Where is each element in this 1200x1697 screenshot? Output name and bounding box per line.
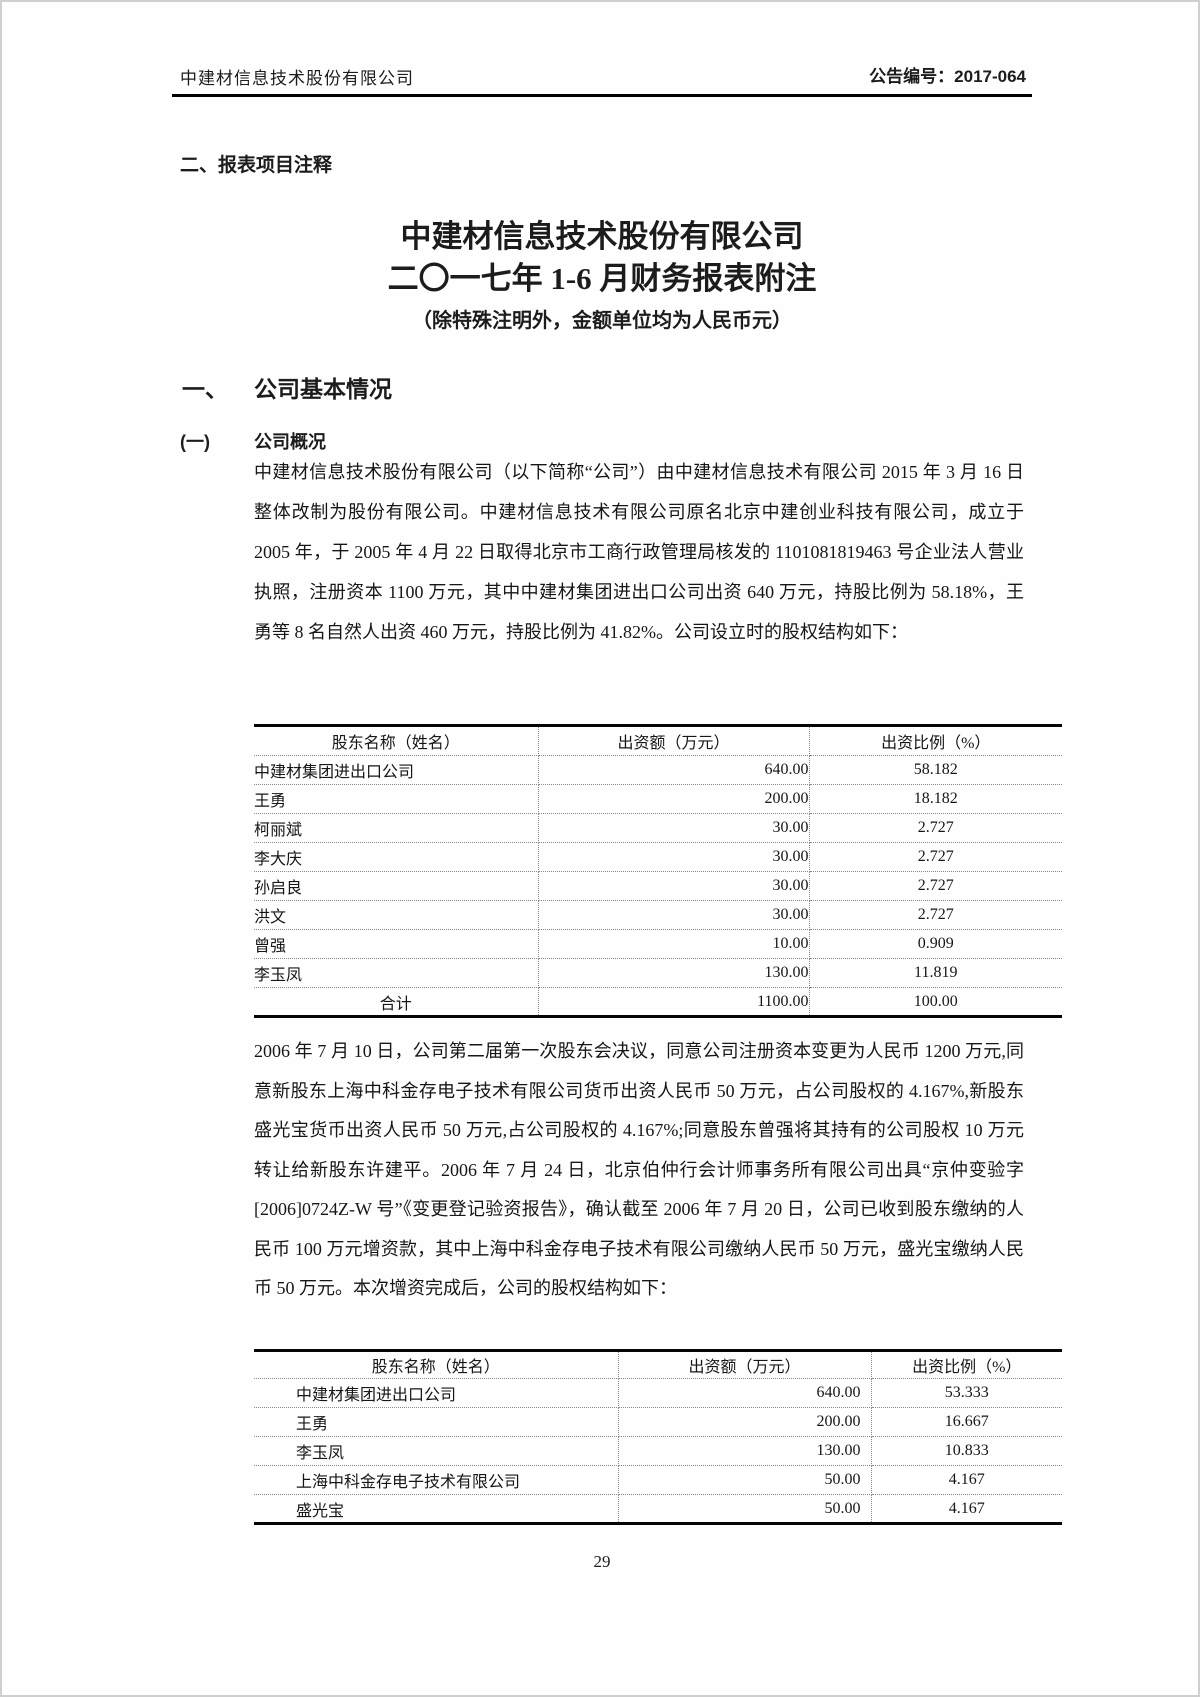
shareholder-name-cell: 孙启良 (254, 871, 539, 901)
shareholding-table-initial: 股东名称（姓名） 出资额（万元） 出资比例（%） 中建材集团进出口公司 640.… (254, 724, 1062, 1018)
section-heading-statement-notes: 二、报表项目注释 (180, 155, 333, 176)
amount-cell: 30.00 (538, 900, 810, 930)
table-row: 洪文 30.00 2.727 (254, 900, 1062, 930)
doc-title: 中建材信息技术股份有限公司 (400, 219, 804, 254)
shareholder-name-cell: 王勇 (254, 1407, 619, 1437)
shareholder-name-cell: 李玉凤 (254, 1436, 619, 1466)
ratio-cell: 4.167 (948, 1499, 985, 1517)
table-row: 李玉凤 130.00 10.833 (254, 1436, 1062, 1466)
shareholder-name-cell: 王勇 (254, 784, 539, 814)
column-header-amount: 出资额（万元） (618, 1350, 872, 1379)
amount-cell: 640.00 (538, 755, 810, 785)
subsection-heading-company-overview: 公司概况 (254, 432, 326, 452)
table-row: 王勇 200.00 16.667 (254, 1407, 1062, 1437)
ratio-cell: 16.667 (871, 1407, 1062, 1437)
column-header-amount: 出资额（万元） (538, 725, 810, 756)
amount-cell: 200.00 (618, 1407, 872, 1437)
ratio-cell: 11.819 (809, 958, 1062, 988)
ratio-cell: 18.182 (809, 784, 1062, 814)
shareholding-table-after-increase: 股东名称（姓名） 出资额（万元） 出资比例（%） 中建材集团进出口公司 640.… (254, 1349, 1062, 1525)
shareholder-name-cell: 李玉凤 (254, 958, 539, 988)
table-row: 中建材集团进出口公司 640.00 53.333 (254, 1378, 1062, 1408)
shareholder-name-cell: 中建材集团进出口公司 (254, 1378, 619, 1408)
ratio-cell: 2.727 (809, 871, 1062, 901)
ratio-cell: 0.909 (809, 929, 1062, 959)
shareholder-name-cell: 李大庆 (254, 842, 539, 872)
table-row: 孙启良 30.00 2.727 (254, 871, 1062, 901)
amount-cell: 30.00 (538, 871, 810, 901)
table-row: 王勇 200.00 18.182 (254, 784, 1062, 814)
shareholder-name-cell: 柯丽斌 (254, 813, 539, 843)
shareholder-name-cell: 曾强 (254, 929, 539, 959)
section-heading-company-basic-info: 公司基本情况 (254, 376, 392, 402)
page-number: 29 (593, 1552, 611, 1571)
table-row: 盛光宝 50.00 4.167 (254, 1494, 1062, 1524)
shareholder-name-cell: 上海中科金存电子技术有限公司 (254, 1465, 619, 1495)
table-row: 柯丽斌 30.00 2.727 (254, 813, 1062, 843)
ratio-cell: 58.182 (809, 755, 1062, 785)
amount-cell: 50.00 (618, 1465, 872, 1495)
doc-title-block: 中建材信息技术股份有限公司 二〇一七年 1-6 月财务报表附注 （除特殊注明外，… (172, 216, 1032, 338)
table-total-row: 合计 1100.00 100.00 (254, 987, 1062, 1017)
header-rule (172, 94, 1032, 97)
paragraph-capital-change: 2006 年 7 月 10 日，公司第二届第一次股东会决议，同意公司注册资本变更… (254, 1041, 1024, 1298)
shareholder-name-cell: 洪文 (254, 900, 539, 930)
table-header-row: 股东名称（姓名） 出资额（万元） 出资比例（%） (254, 725, 1062, 756)
amount-cell: 200.00 (538, 784, 810, 814)
doc-subtitle: 二〇一七年 1-6 月财务报表附注 (387, 261, 817, 296)
total-amount-cell: 1100.00 (538, 987, 810, 1017)
total-label-cell: 合计 (254, 987, 539, 1017)
amount-cell: 130.00 (618, 1436, 872, 1466)
ratio-cell: 2.727 (809, 842, 1062, 872)
ratio-cell: 2.727 (809, 813, 1062, 843)
section-number: 一、 (182, 376, 228, 402)
ratio-cell: 4.167 (871, 1465, 1062, 1495)
ratio-cell: 53.333 (871, 1378, 1062, 1408)
amount-cell: 640.00 (618, 1378, 872, 1408)
shareholder-name-cell: 盛光宝 (254, 1494, 619, 1524)
table-header-row: 股东名称（姓名） 出资额（万元） 出资比例（%） (254, 1350, 1062, 1379)
amount-cell: 30.00 (538, 813, 810, 843)
table-row: 李玉凤 130.00 11.819 (254, 958, 1062, 988)
table-row: 上海中科金存电子技术有限公司 50.00 4.167 (254, 1465, 1062, 1495)
table-row: 李大庆 30.00 2.727 (254, 842, 1062, 872)
doc-unit-note: （除特殊注明外，金额单位均为人民币元） (412, 310, 792, 332)
column-header-ratio: 出资比例（%） (871, 1350, 1062, 1379)
paragraph-company-history: 中建材信息技术股份有限公司（以下简称“公司”）由中建材信息技术有限公司 2015… (254, 462, 1024, 642)
amount-cell: 30.00 (538, 842, 810, 872)
column-header-ratio: 出资比例（%） (809, 725, 1062, 756)
column-header-shareholder: 股东名称（姓名） (254, 725, 539, 756)
amount-cell: 10.00 (538, 929, 810, 959)
table-row: 中建材集团进出口公司 640.00 58.182 (254, 755, 1062, 785)
ratio-cell: 10.833 (871, 1436, 1062, 1466)
subsection-number: (一) (180, 432, 210, 452)
total-ratio-cell: 100.00 (913, 992, 958, 1010)
header-company-name: 中建材信息技术股份有限公司 (180, 69, 414, 88)
column-header-shareholder: 股东名称（姓名） (254, 1350, 619, 1379)
table-row: 曾强 10.00 0.909 (254, 929, 1062, 959)
announcement-number: 公告编号：2017-064 (869, 67, 1026, 86)
amount-cell: 50.00 (618, 1494, 872, 1524)
ratio-cell: 2.727 (809, 900, 1062, 930)
shareholder-name-cell: 中建材集团进出口公司 (254, 755, 539, 785)
amount-cell: 130.00 (538, 958, 810, 988)
